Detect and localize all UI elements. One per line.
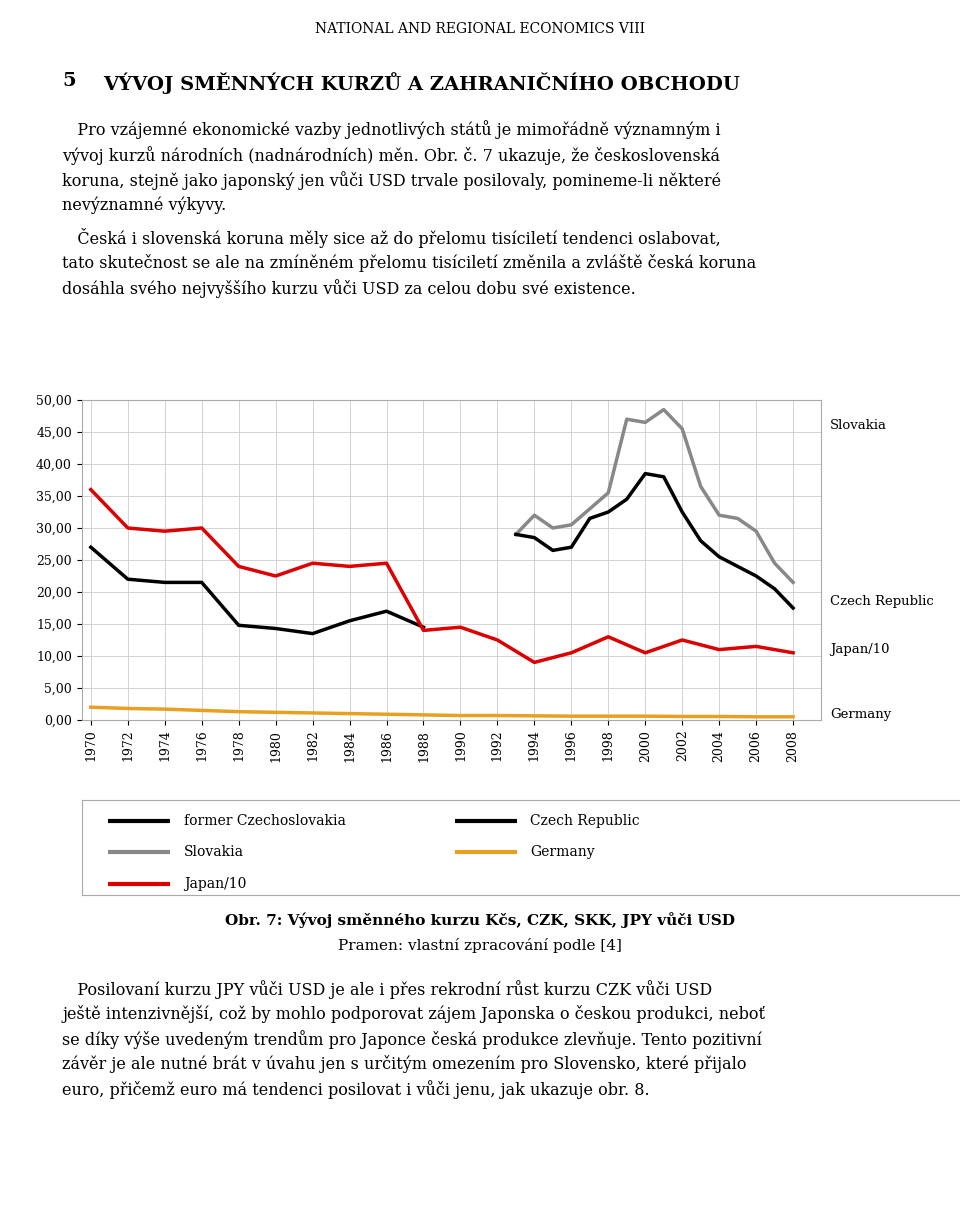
Text: Posilovaní kurzu JPY vůči USD je ale i přes rekrodní růst kurzu CZK vůči USD
ješ: Posilovaní kurzu JPY vůči USD je ale i p…	[62, 980, 765, 1099]
Text: 5: 5	[62, 71, 76, 90]
Text: Pramen: vlastní zpracování podle [4]: Pramen: vlastní zpracování podle [4]	[338, 938, 622, 953]
Text: Česká i slovenská koruna měly sice až do přelomu tisíciletí tendenci oslabovat,
: Česká i slovenská koruna měly sice až do…	[62, 228, 756, 298]
Text: Germany: Germany	[530, 846, 594, 859]
Text: NATIONAL AND REGIONAL ECONOMICS VIII: NATIONAL AND REGIONAL ECONOMICS VIII	[315, 22, 645, 36]
Text: Obr. 7: Vývoj směnného kurzu Kčs, CZK, SKK, JPY vůči USD: Obr. 7: Vývoj směnného kurzu Kčs, CZK, S…	[225, 912, 735, 928]
Text: Slovakia: Slovakia	[183, 846, 244, 859]
Text: Japan/10: Japan/10	[830, 643, 890, 656]
Text: VÝVOJ SMĚNNÝCH KURZŮ A ZAHRANIČNÍHO OBCHODU: VÝVOJ SMĚNNÝCH KURZŮ A ZAHRANIČNÍHO OBCH…	[103, 71, 739, 94]
Text: Czech Republic: Czech Republic	[830, 595, 934, 608]
Text: Pro vzájemné ekonomické vazby jednotlivých států je mimořádně významným i
vývoj : Pro vzájemné ekonomické vazby jednotlivý…	[62, 119, 722, 214]
Text: Slovakia: Slovakia	[830, 419, 887, 432]
Text: Japan/10: Japan/10	[183, 876, 246, 890]
Text: Germany: Germany	[830, 708, 891, 721]
Text: former Czechoslovakia: former Czechoslovakia	[183, 814, 346, 828]
Text: Czech Republic: Czech Republic	[530, 814, 639, 828]
